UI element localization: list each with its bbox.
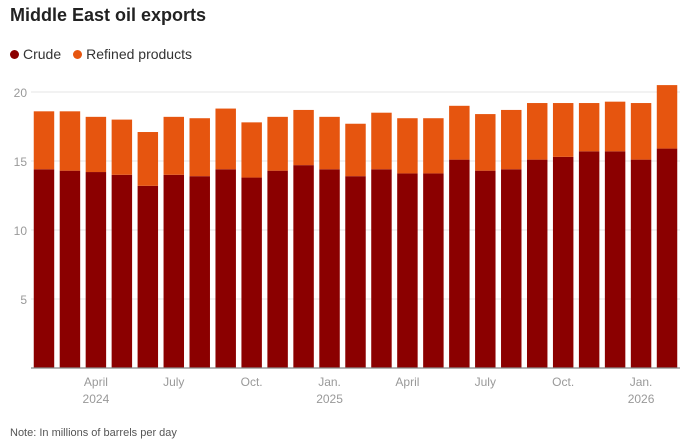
bar-refined (475, 114, 496, 171)
bar-crude (85, 172, 107, 368)
x-tick-label: Oct. (552, 375, 574, 389)
bar-crude (319, 169, 340, 368)
x-tick-year: 2026 (628, 392, 655, 406)
x-tick-year: 2024 (83, 392, 110, 406)
y-tick-label: 20 (14, 86, 28, 100)
y-tick-label: 15 (14, 155, 28, 169)
bar-refined (215, 108, 236, 170)
bar-refined (552, 103, 574, 157)
legend-label: Crude (23, 46, 62, 62)
bar-crude (423, 173, 444, 368)
bar-refined (526, 103, 548, 160)
x-tick-label: July (163, 375, 184, 389)
x-tick-label: July (475, 375, 496, 389)
x-tick-year: 2025 (316, 392, 343, 406)
bar-crude (137, 185, 159, 368)
bar-crude (397, 173, 418, 368)
bar-crude (501, 169, 522, 368)
bar-crude (630, 159, 652, 368)
x-tick-label: Oct. (241, 375, 263, 389)
bar-crude (552, 156, 574, 368)
bar-crude (656, 148, 678, 368)
bar-crude (189, 176, 210, 368)
bar-crude (241, 177, 262, 368)
chart-title: Middle East oil exports (10, 5, 207, 25)
x-tick-label: April (84, 375, 108, 389)
legend-swatch-refined (73, 50, 83, 59)
bar-refined (137, 132, 159, 186)
bar-crude (578, 151, 600, 368)
bar-crude (293, 165, 314, 368)
bar-refined (267, 116, 288, 171)
bar-refined (630, 103, 652, 160)
bar-crude (111, 174, 133, 368)
bar-crude (345, 176, 366, 368)
bar-refined (189, 118, 210, 177)
chart-note: Note: In millions of barrels per day (10, 427, 177, 439)
bar-refined (163, 116, 185, 175)
bar-refined (578, 103, 600, 152)
bar-crude (59, 170, 81, 368)
bar-refined (423, 118, 444, 174)
bar-refined (33, 111, 55, 170)
x-tick-label: April (395, 375, 419, 389)
legend-item-crude: Crude (10, 46, 61, 62)
bar-refined (293, 109, 314, 166)
bar-refined (449, 105, 470, 160)
bar-crude (604, 151, 626, 368)
legend-swatch-crude (10, 50, 19, 59)
legend-label: Refined products (86, 46, 192, 62)
bar-crude (267, 170, 288, 368)
bar-crude (371, 169, 392, 368)
bar-refined (241, 122, 262, 178)
bar-crude (526, 159, 548, 368)
bar-refined (345, 123, 366, 177)
bar-refined (319, 116, 340, 170)
legend: Crude Refined products (10, 46, 192, 62)
bar-refined (501, 109, 522, 170)
bar-refined (656, 85, 678, 149)
bar-crude (215, 169, 236, 368)
bar-refined (397, 118, 418, 174)
bar-refined (59, 111, 81, 171)
bar-refined (85, 116, 107, 173)
x-tick-label: Jan. (318, 375, 341, 389)
bar-crude (33, 169, 55, 368)
x-tick-label: Jan. (630, 375, 653, 389)
bar-crude (449, 159, 470, 368)
bar-refined (604, 101, 626, 152)
bar-refined (371, 112, 392, 170)
y-tick-label: 5 (20, 293, 27, 307)
bar-crude (163, 174, 185, 368)
bar-crude (475, 170, 496, 368)
bar-refined (111, 119, 133, 175)
y-tick-label: 10 (14, 224, 28, 238)
legend-item-refined: Refined products (73, 46, 192, 62)
